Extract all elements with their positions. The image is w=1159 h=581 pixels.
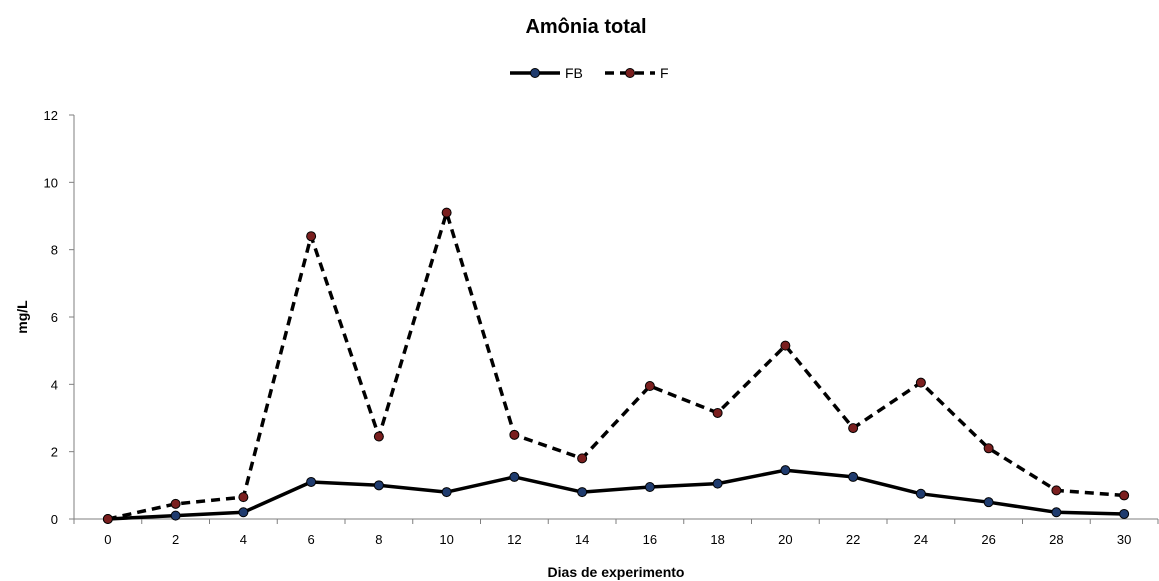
data-point-f [441,207,452,218]
y-tick-label: 8 [51,243,58,258]
x-tick-label: 24 [914,532,928,547]
legend-label-f: F [660,65,669,81]
data-point-fb [238,507,249,518]
x-tick-label: 16 [643,532,657,547]
data-point-f [509,429,520,440]
x-tick-label: 0 [104,532,111,547]
data-point-f [915,377,926,388]
series-line-f [107,210,1125,521]
series-fb [102,465,1130,524]
series-line-fb [107,468,1125,521]
x-tick-label: 20 [778,532,792,547]
data-point-f [780,340,791,351]
y-tick-label: 2 [51,445,58,460]
data-point-fb [983,497,994,508]
data-point-f [373,431,384,442]
x-tick-label: 4 [240,532,247,547]
y-tick-label: 6 [51,310,58,325]
x-axis-ticks: 0 2 4 6 8 10 12 14 16 18 20 22 24 26 28 30 [73,519,1159,547]
data-point-f [1119,490,1130,501]
x-tick-label: 14 [575,532,589,547]
plot-area [102,207,1130,524]
data-point-f [577,453,588,464]
legend-marker-f [625,68,635,78]
data-point-fb [1119,508,1130,519]
x-tick-label: 12 [507,532,521,547]
data-point-fb [170,510,181,521]
x-tick-label: 6 [308,532,315,547]
data-point-f [306,231,317,242]
y-axis-ticks: 0 2 4 6 8 10 12 [44,108,74,527]
chart-title: Amônia total [525,16,646,38]
x-tick-label: 2 [172,532,179,547]
y-tick-label: 10 [44,175,58,190]
data-point-f [170,498,181,509]
data-point-fb [441,487,452,498]
data-point-fb [373,480,384,491]
data-point-fb [915,488,926,499]
x-tick-label: 22 [846,532,860,547]
x-tick-label: 18 [710,532,724,547]
x-tick-label: 26 [981,532,995,547]
legend-item-fb: FB [510,65,583,81]
data-point-fb [306,476,317,487]
data-point-fb [780,465,791,476]
data-point-f [983,443,994,454]
data-point-f [644,381,655,392]
y-tick-label: 0 [51,512,58,527]
data-point-fb [712,478,723,489]
data-point-f [848,423,859,434]
legend-item-f: F [605,65,669,81]
legend-label-fb: FB [565,65,583,81]
y-axis-title: mg/L [14,300,30,334]
y-tick-label: 4 [51,377,58,392]
x-tick-label: 8 [375,532,382,547]
data-point-f [712,407,723,418]
data-point-fb [577,487,588,498]
data-point-fb [1051,507,1062,518]
x-axis-title: Dias de experimento [548,564,685,580]
data-point-fb [848,471,859,482]
data-point-f [1051,485,1062,496]
axes [73,115,1158,520]
x-tick-label: 30 [1117,532,1131,547]
data-point-f [238,492,249,503]
x-tick-label: 28 [1049,532,1063,547]
series-f [102,207,1130,524]
y-tick-label: 12 [44,108,58,123]
x-tick-label: 10 [439,532,453,547]
data-point-fb [644,482,655,493]
data-point-fb [509,471,520,482]
legend: FB F [510,65,669,81]
data-point-f [102,514,113,524]
legend-marker-fb [530,68,540,78]
